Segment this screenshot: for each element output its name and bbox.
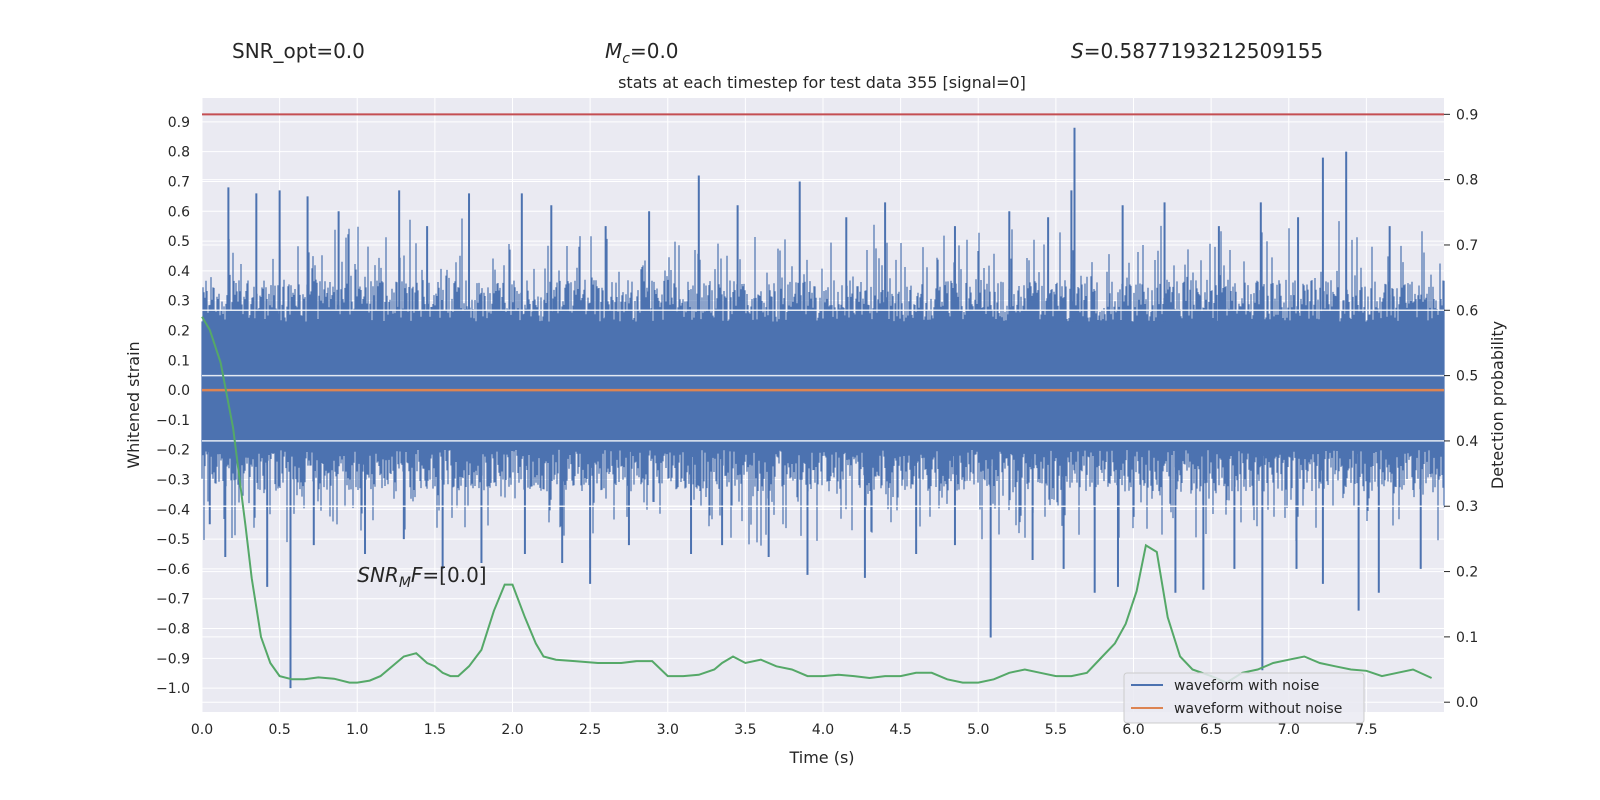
noise-band-layer [201,127,1445,689]
legend-label-noise: waveform with noise [1174,678,1319,694]
y2-tick-label: 0.1 [1456,630,1478,646]
y-tick-label: 0.1 [168,353,190,369]
y-tick-label: −0.6 [156,562,190,578]
legend: waveform with noise waveform without noi… [1123,672,1365,724]
y-tick-label: −0.4 [156,502,190,518]
x-tick-label: 7.5 [1355,722,1377,738]
x-tick-label: 6.0 [1122,722,1144,738]
x-tick-label: 1.5 [424,722,446,738]
y-tick-label: −0.5 [156,532,190,548]
y2-tick-label: 0.4 [1456,434,1478,450]
y-tick-label: 0.3 [168,294,190,310]
legend-label-clean: waveform without noise [1174,701,1342,717]
legend-box [1123,672,1365,724]
y-axis-label: Whitened strain [124,341,143,468]
x-tick-label: 3.5 [734,722,756,738]
y2-tick-label: 0.0 [1456,695,1478,711]
x-tick-label: 4.0 [812,722,834,738]
y2-tick-label: 0.8 [1456,173,1478,189]
x-tick-label: 6.5 [1200,722,1222,738]
y-tick-label: −0.3 [156,473,190,489]
chirp-mass-label: Mc=0.0 [605,39,679,67]
y-tick-label: −0.2 [156,443,190,459]
x-tick-label: 3.0 [657,722,679,738]
x-tick-label: 2.5 [579,722,601,738]
x-tick-label: 7.0 [1278,722,1300,738]
y-tick-label: −1.0 [156,681,190,697]
y-tick-label: 0.4 [168,264,190,280]
x-tick-label: 2.0 [501,722,523,738]
series-layer [201,113,1444,684]
y2-tick-label: 0.5 [1456,369,1478,385]
y-tick-label: 0.2 [168,323,190,339]
y-tick-label: 0.6 [168,204,190,220]
x-tick-label: 1.0 [346,722,368,738]
y-tick-label: 0.9 [168,115,190,131]
y2-axis-label: Detection probability [1488,321,1507,489]
noise-waveform-core [202,321,1444,450]
chart-title: stats at each timestep for test data 355… [618,73,1026,92]
y-tick-label: −0.8 [156,622,190,638]
y-axis-left: 0.9 0.8 0.7 0.6 0.5 0.4 0.3 0.2 0.1 0.0 −0.1 −0.2 −0… [156,115,190,697]
y2-tick-label: 0.3 [1456,499,1478,515]
detection-probability-line [201,316,1433,684]
y-tick-label: −0.9 [156,651,190,667]
snr-opt-label: SNR_opt=0.0 [232,39,365,63]
x-axis: 0.0 0.5 1.0 1.5 2.0 2.5 3.0 3.5 4.0 4.5 5.0 5.5 6.0 6… [191,722,1378,738]
snr-mf-annotation: SNRMF=[0.0] [357,563,486,591]
x-tick-label: 5.0 [967,722,989,738]
y-axis-right: 0.9 0.8 0.7 0.6 0.5 0.4 0.3 0.2 0.1 0.0 [1444,107,1478,711]
y-tick-label: −0.1 [156,413,190,429]
x-tick-label: 0.0 [191,722,213,738]
y-tick-label: 0.0 [168,383,190,399]
y-tick-label: −0.7 [156,592,190,608]
x-tick-label: 0.5 [268,722,290,738]
x-tick-label: 5.5 [1045,722,1067,738]
y2-tick-label: 0.7 [1456,238,1478,254]
y2-tick-label: 0.2 [1456,565,1478,581]
y-tick-label: 0.5 [168,234,190,250]
y2-tick-label: 0.6 [1456,303,1478,319]
y-tick-label: 0.7 [168,174,190,190]
s-stat-label: S=0.5877193212509155 [1071,39,1323,63]
y-tick-label: 0.8 [168,145,190,161]
x-axis-label: Time (s) [788,748,854,767]
x-tick-label: 4.5 [889,722,911,738]
y2-tick-label: 0.9 [1456,107,1478,123]
